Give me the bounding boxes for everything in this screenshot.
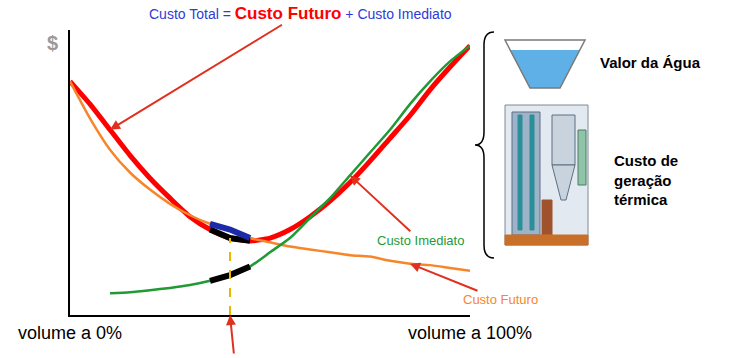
svg-text:Custo degeraçãotérmica: Custo degeraçãotérmica [614,152,678,208]
svg-text:Custo Imediato: Custo Imediato [377,233,464,248]
svg-text:volume a 0%: volume a 0% [18,323,122,343]
svg-text:Valor da Água: Valor da Água [600,54,701,71]
svg-text:Custo Futuro: Custo Futuro [463,292,538,307]
svg-text:volume a 100%: volume a 100% [408,323,532,343]
svg-text:$: $ [47,32,58,54]
svg-text:Custo Total = Custo Futuro + C: Custo Total = Custo Futuro + Custo Imedi… [149,4,452,23]
